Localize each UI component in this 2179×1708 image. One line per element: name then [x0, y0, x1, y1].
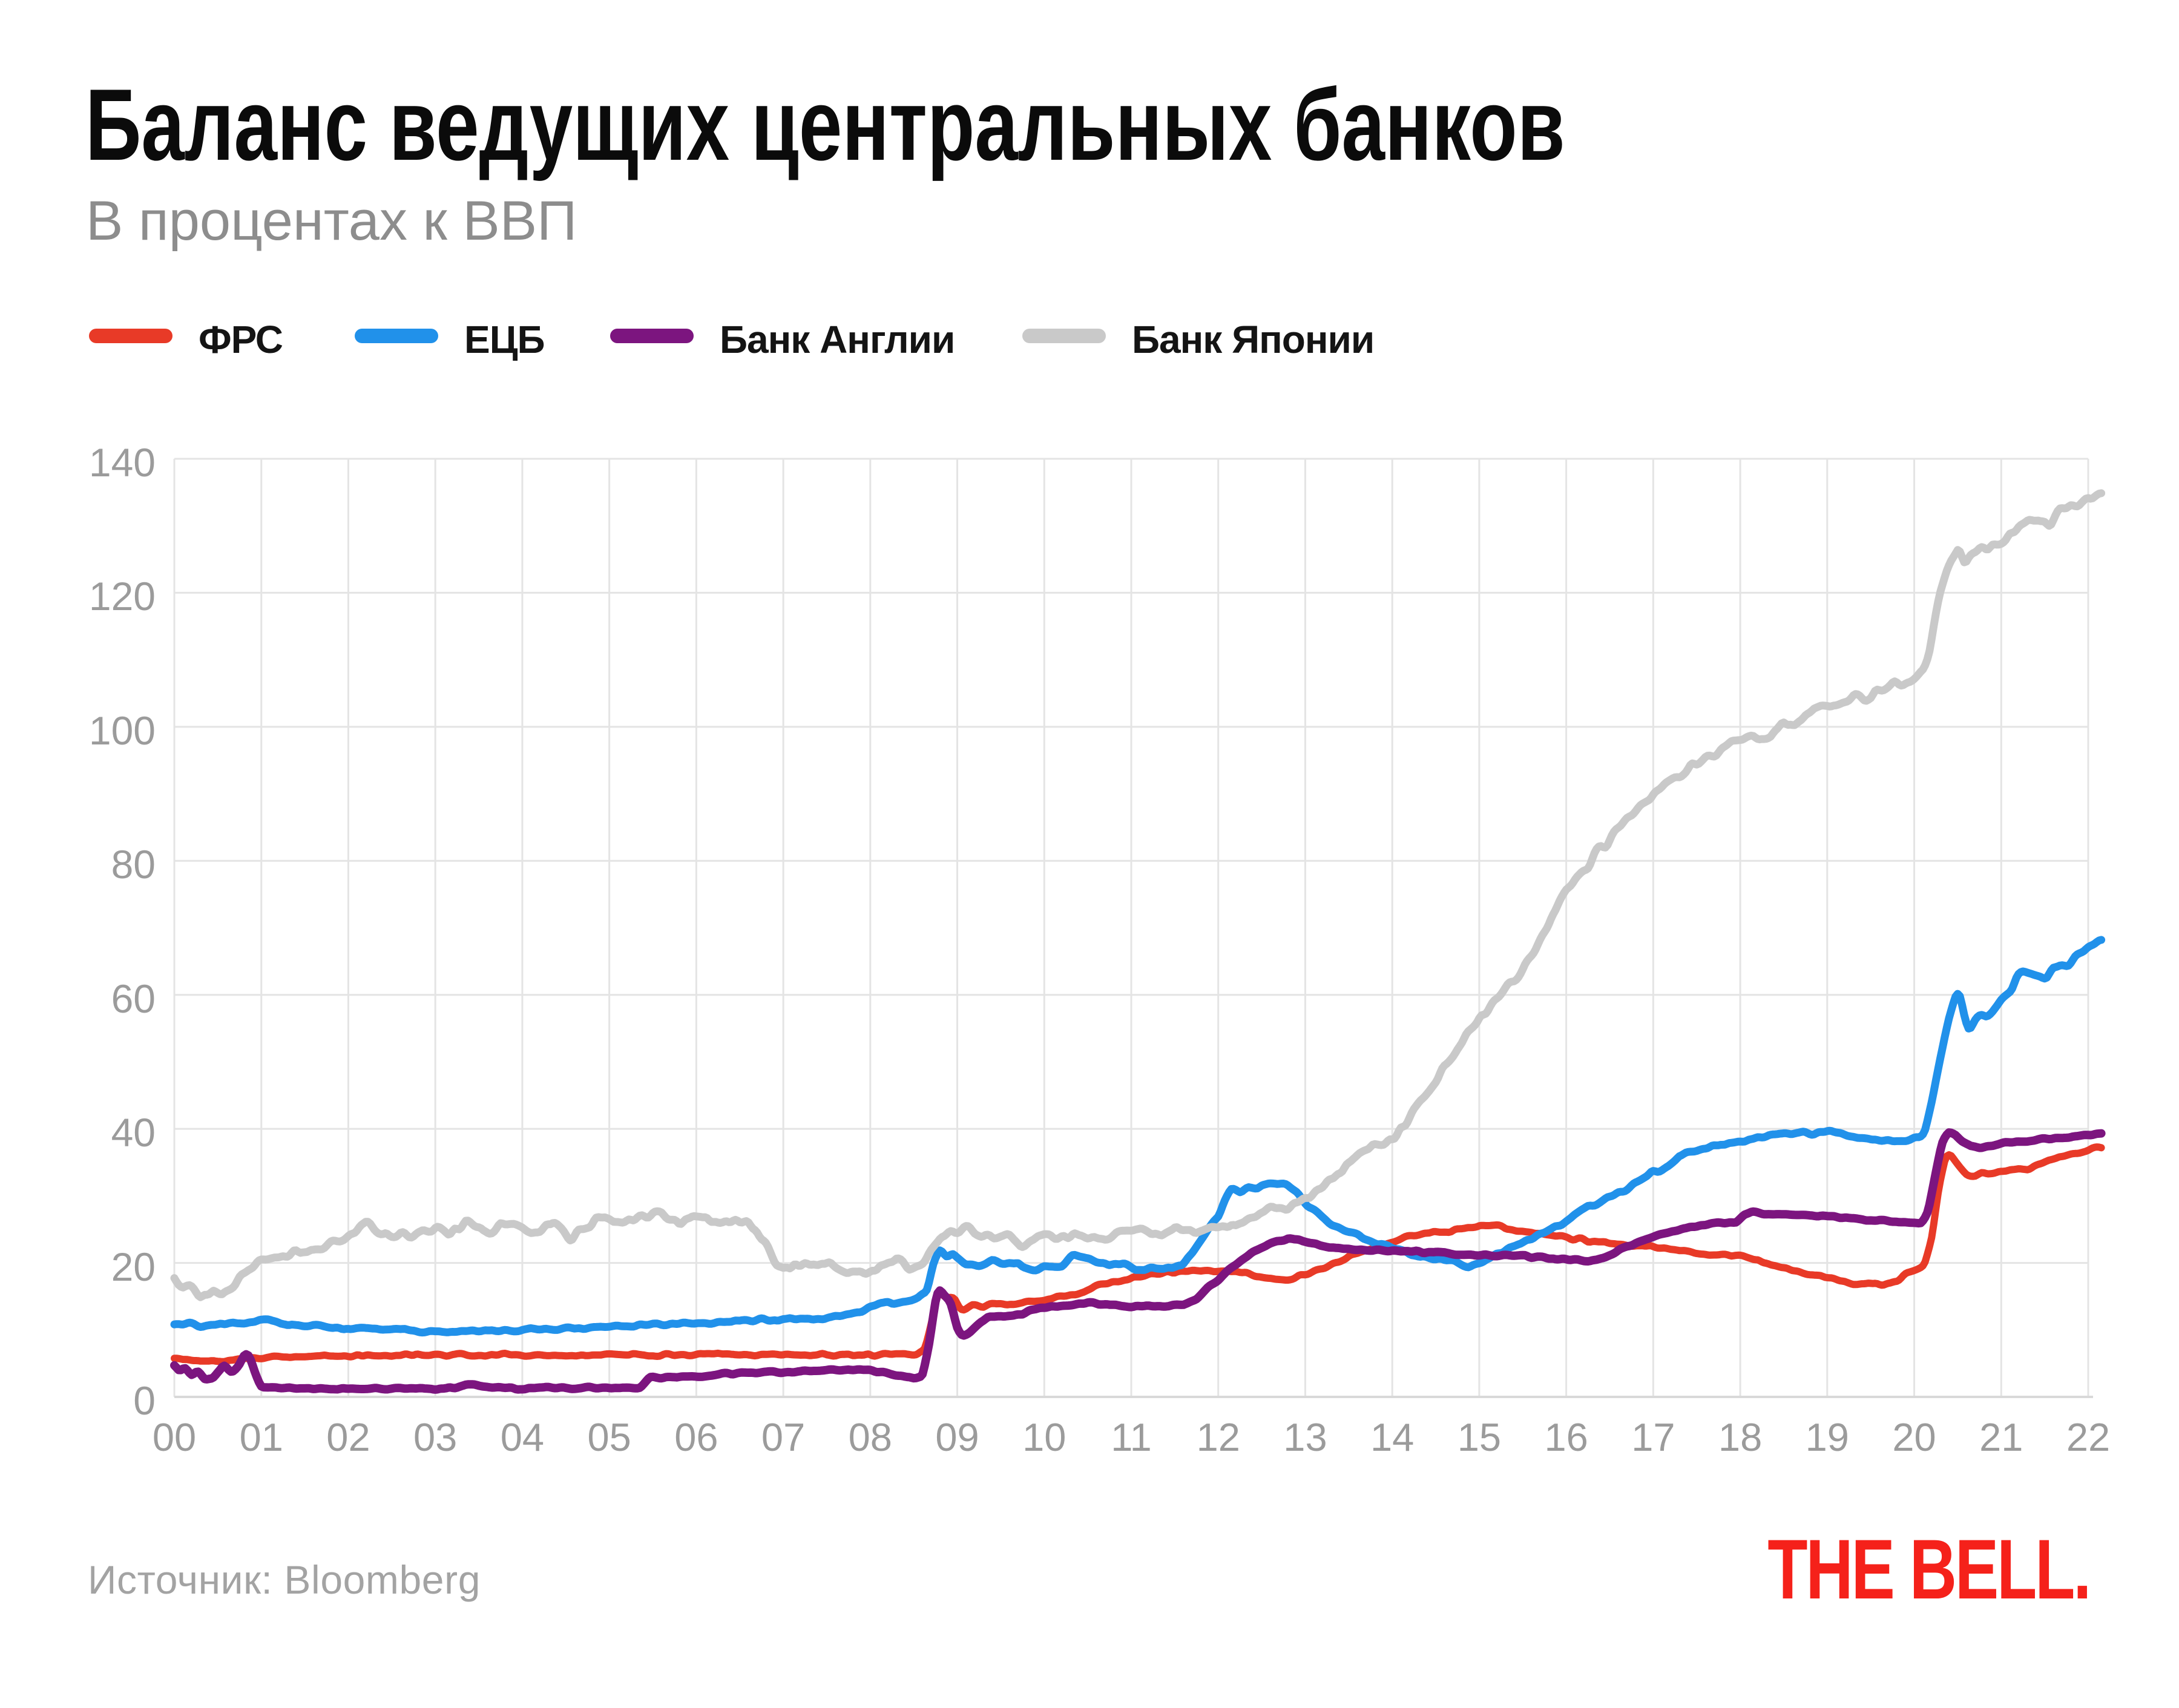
legend-item-ecb: ЕЦБ	[355, 313, 545, 361]
legend-label-fed: ФРС	[199, 318, 283, 361]
legend-label-ecb: ЕЦБ	[464, 318, 545, 361]
x-tick-label-20: 20	[1892, 1415, 1936, 1459]
x-tick-label-01: 01	[239, 1415, 283, 1459]
x-tick-label-10: 10	[1022, 1415, 1066, 1459]
series-line-boj	[170, 489, 2106, 1301]
the-bell-logo: THE BELL.	[1767, 1522, 2091, 1617]
legend-item-boe: Банк Англии	[610, 313, 955, 361]
chart-gridlines	[173, 458, 2093, 1398]
chart-subtitle: В процентах к ВВП	[86, 190, 577, 252]
x-tick-label-04: 04	[500, 1415, 545, 1459]
y-tick-label-0: 0	[133, 1378, 156, 1423]
y-tick-label-60: 60	[111, 976, 156, 1021]
x-tick-label-21: 21	[1979, 1415, 2023, 1459]
x-tick-label-16: 16	[1544, 1415, 1588, 1459]
boj-line-swatch	[1022, 329, 1106, 343]
y-tick-label-140: 140	[88, 440, 156, 485]
legend-label-boj: Банк Японии	[1132, 318, 1375, 361]
series-line-ecb	[170, 936, 2106, 1337]
x-tick-label-15: 15	[1457, 1415, 1502, 1459]
series-line-boe	[170, 1128, 2106, 1394]
y-tick-label-80: 80	[111, 842, 156, 887]
y-tick-label-40: 40	[111, 1110, 156, 1155]
x-tick-label-13: 13	[1283, 1415, 1327, 1459]
x-tick-label-09: 09	[935, 1415, 979, 1459]
series-line-fed	[171, 1143, 2105, 1365]
x-tick-label-00: 00	[152, 1415, 197, 1459]
x-tick-label-07: 07	[761, 1415, 806, 1459]
legend-item-boj: Банк Японии	[1022, 313, 1375, 361]
x-tick-label-12: 12	[1196, 1415, 1240, 1459]
x-tick-label-22: 22	[2066, 1415, 2111, 1459]
x-tick-label-08: 08	[848, 1415, 892, 1459]
y-tick-label-120: 120	[88, 574, 156, 619]
legend-item-fed: ФРС	[89, 313, 283, 361]
x-tick-label-11: 11	[1111, 1415, 1152, 1459]
x-tick-label-06: 06	[674, 1415, 718, 1459]
x-tick-label-03: 03	[413, 1415, 458, 1459]
legend-label-boe: Банк Англии	[720, 318, 955, 361]
chart-series-lines	[170, 489, 2106, 1394]
fed-line-swatch	[89, 329, 173, 343]
x-tick-label-18: 18	[1718, 1415, 1763, 1459]
boe-line-swatch	[610, 329, 694, 343]
ecb-line-swatch	[355, 329, 438, 343]
x-tick-label-02: 02	[326, 1415, 370, 1459]
source-attribution: Источник: Bloomberg	[88, 1557, 481, 1602]
chart-title: Баланс ведущих центральных банков	[85, 68, 1565, 182]
y-tick-label-20: 20	[111, 1244, 156, 1289]
y-tick-label-100: 100	[88, 708, 156, 753]
x-tick-label-05: 05	[587, 1415, 631, 1459]
x-tick-label-14: 14	[1370, 1415, 1415, 1459]
x-tick-label-19: 19	[1805, 1415, 1849, 1459]
x-tick-label-17: 17	[1631, 1415, 1675, 1459]
